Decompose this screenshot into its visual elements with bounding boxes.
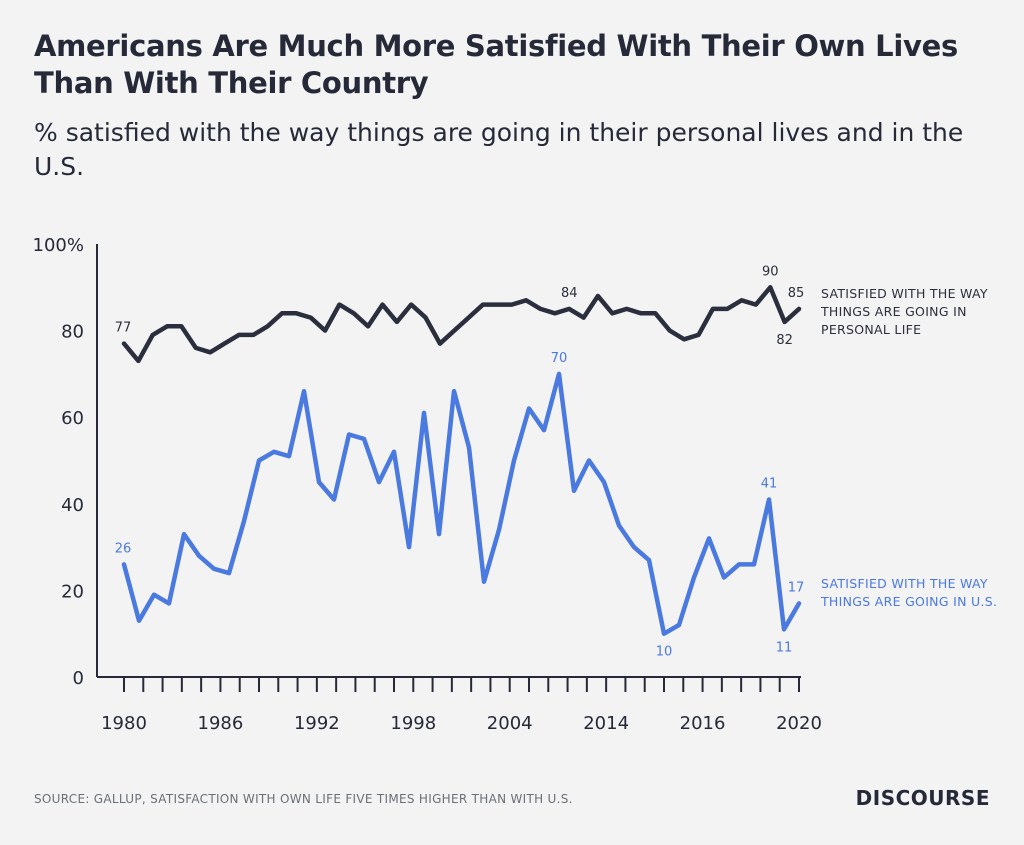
data-label: 90	[762, 264, 779, 279]
data-label: 82	[776, 333, 793, 348]
y-tick-label: 100%	[33, 235, 84, 256]
source-note: SOURCE: GALLUP, SATISFACTION WITH OWN LI…	[34, 792, 573, 806]
data-label: 84	[561, 286, 578, 301]
chart-title: Americans Are Much More Satisfied With T…	[34, 29, 958, 100]
x-tick-label: 1980	[101, 713, 147, 734]
chart-subtitle: % satisfied with the way things are goin…	[34, 118, 964, 181]
legend-label: THINGS ARE GOING IN U.S.	[820, 594, 997, 609]
data-label: 26	[115, 541, 132, 556]
data-label: 77	[115, 321, 132, 336]
legend-label: SATISFIED WITH THE WAY	[821, 576, 988, 591]
y-tick-label: 40	[61, 495, 84, 516]
y-tick-label: 80	[61, 322, 84, 343]
data-label: 41	[761, 476, 778, 491]
brand-logo: DISCOURSE	[855, 786, 990, 810]
legend-label: PERSONAL LIFE	[821, 322, 921, 337]
x-tick-label: 1986	[198, 713, 244, 734]
data-label: 17	[788, 580, 805, 595]
data-label: 11	[776, 640, 793, 655]
legend-label: SATISFIED WITH THE WAY	[821, 286, 988, 301]
data-label: 70	[551, 351, 568, 366]
data-label: 10	[656, 645, 673, 660]
x-tick-label: 1998	[390, 713, 436, 734]
x-tick-label: 2014	[583, 713, 629, 734]
x-tick-label: 2020	[776, 713, 822, 734]
y-tick-label: 60	[61, 408, 84, 429]
series-line-us	[121, 371, 802, 636]
y-tick-label: 0	[73, 668, 84, 689]
series-line-personal-life	[121, 285, 802, 364]
y-tick-label: 20	[61, 581, 84, 602]
legend-label: THINGS ARE GOING IN	[820, 304, 967, 319]
x-tick-label: 1992	[294, 713, 340, 734]
x-tick-label: 2004	[487, 713, 533, 734]
data-label: 85	[788, 286, 805, 301]
x-tick-label: 2016	[680, 713, 726, 734]
